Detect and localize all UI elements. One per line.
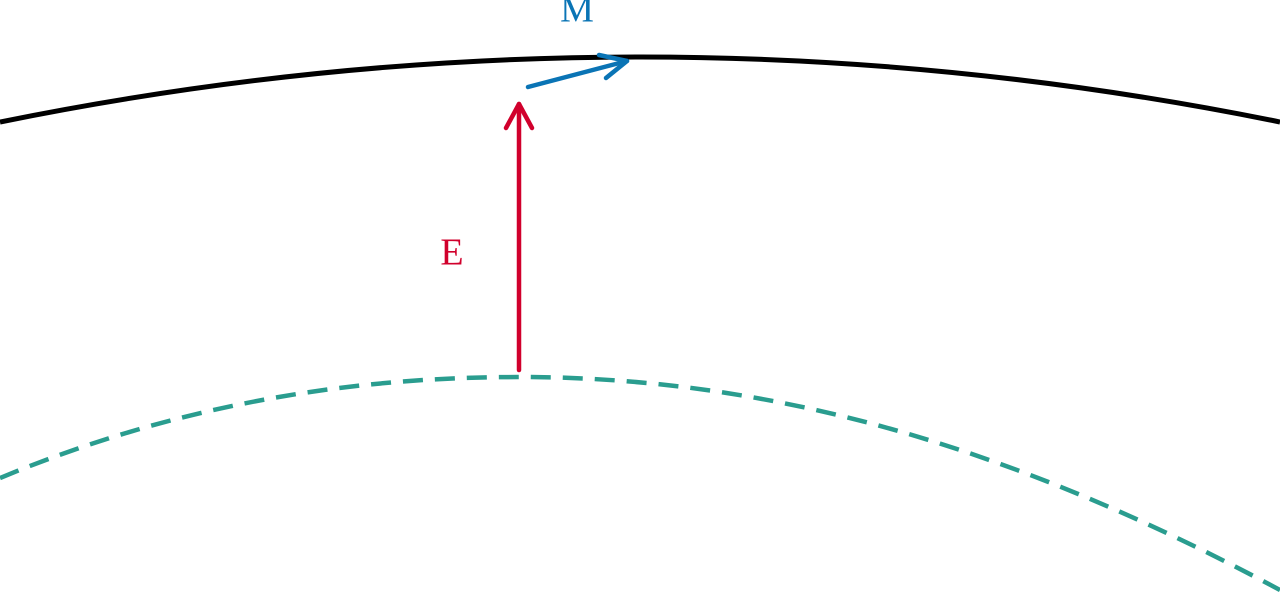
e-arrow	[503, 101, 535, 373]
m-label: M	[560, 0, 594, 31]
m-arrow-shaft	[525, 58, 630, 90]
m-arrow-head	[596, 52, 630, 81]
m-arrow	[525, 52, 630, 90]
solid-arc	[0, 54, 1280, 125]
dashed-arc	[0, 374, 1280, 592]
e-label: E	[440, 232, 463, 274]
e-arrow-head	[503, 101, 535, 131]
